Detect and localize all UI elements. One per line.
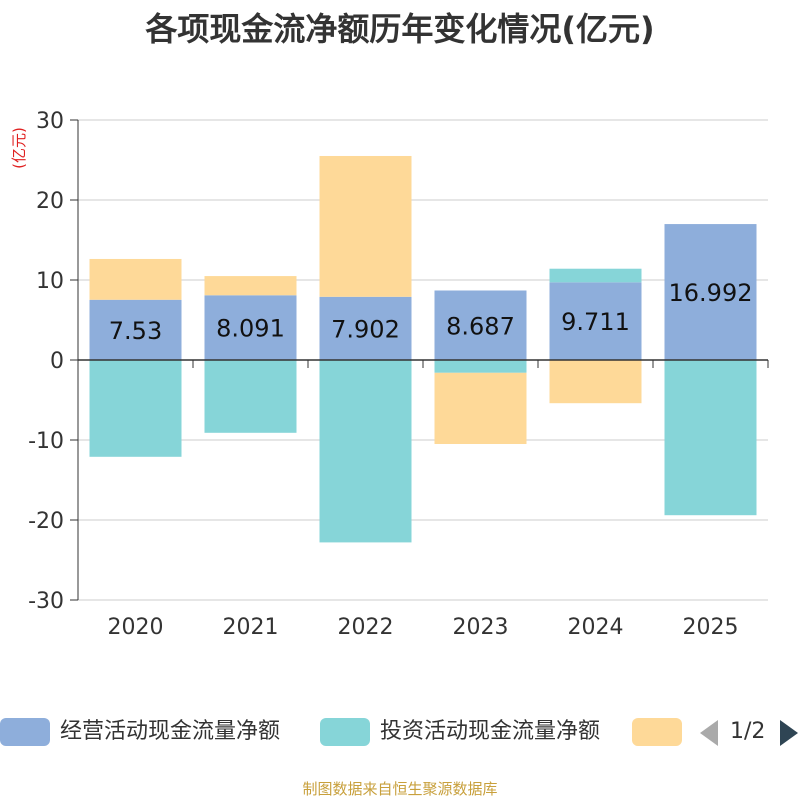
y-tick-label: 10 [36, 269, 64, 294]
bar-2022-series-2 [319, 155, 412, 297]
y-tick-label: 20 [36, 189, 64, 214]
x-tick-label: 2024 [568, 615, 624, 640]
bar-2022-series-0 [319, 296, 412, 360]
y-tick-label: -10 [28, 429, 64, 454]
legend-swatch-investing [320, 718, 370, 746]
legend-swatch-operating [0, 718, 50, 746]
data-label-2020: 7.53 [109, 317, 162, 345]
y-tick-label: 0 [50, 349, 64, 374]
data-label-2023: 8.687 [446, 312, 515, 340]
x-tick-label: 2021 [223, 615, 279, 640]
source-note: 制图数据来自恒生聚源数据库 [302, 780, 498, 798]
bar-2025-series-1 [664, 360, 757, 516]
legend-item-financing[interactable] [632, 718, 692, 748]
bar-2023-series-1 [434, 360, 527, 373]
data-label-2022: 7.902 [331, 315, 400, 343]
bar-2020-series-1 [89, 360, 182, 457]
bar-2023-series-0 [434, 290, 527, 360]
bar-2024-series-1 [549, 268, 642, 283]
bar-2020-series-0 [89, 299, 182, 360]
legend-page-indicator: 1/2 [730, 719, 766, 744]
y-tick-label: -20 [28, 509, 64, 534]
bar-2021-series-0 [204, 295, 297, 360]
x-tick-label: 2022 [338, 615, 394, 640]
y-axis-title: (亿元) [10, 127, 28, 169]
legend-pager: 1/2 [700, 718, 800, 748]
data-label-2021: 8.091 [216, 315, 285, 343]
bar-2023-series-2 [434, 372, 527, 444]
bar-2024-series-0 [549, 282, 642, 360]
data-label-2024: 9.711 [561, 308, 630, 336]
bar-2022-series-1 [319, 360, 412, 543]
bar-2021-series-1 [204, 360, 297, 433]
x-tick-label: 2020 [108, 615, 164, 640]
y-tick-label: 30 [36, 109, 64, 134]
legend-swatch-financing [632, 718, 682, 746]
legend-prev-icon[interactable] [700, 720, 718, 746]
chart-title: 各项现金流净额历年变化情况(亿元) [145, 10, 655, 48]
legend-item-investing[interactable]: 投资活动现金流量净额 [320, 718, 630, 748]
bar-2021-series-2 [204, 276, 297, 296]
legend-label-investing: 投资活动现金流量净额 [380, 719, 601, 744]
chart-area: 30 20 10 0 -10 -20 -30 (亿元) 7.53 8.091 7.902 8.687 9… [10, 109, 769, 640]
legend-next-icon[interactable] [780, 720, 798, 746]
x-tick-label: 2025 [683, 615, 739, 640]
bar-2025-series-0 [664, 224, 757, 360]
legend-label-operating: 经营活动现金流量净额 [60, 719, 281, 744]
legend-item-operating[interactable]: 经营活动现金流量净额 [0, 718, 310, 748]
legend: 经营活动现金流量净额 投资活动现金流量净额 1/2 [0, 712, 800, 756]
bar-2020-series-2 [89, 258, 182, 300]
y-tick-label: -30 [28, 589, 64, 614]
bar-2024-series-2 [549, 360, 642, 404]
data-label-2025: 16.992 [669, 279, 753, 307]
x-tick-label: 2023 [453, 615, 509, 640]
